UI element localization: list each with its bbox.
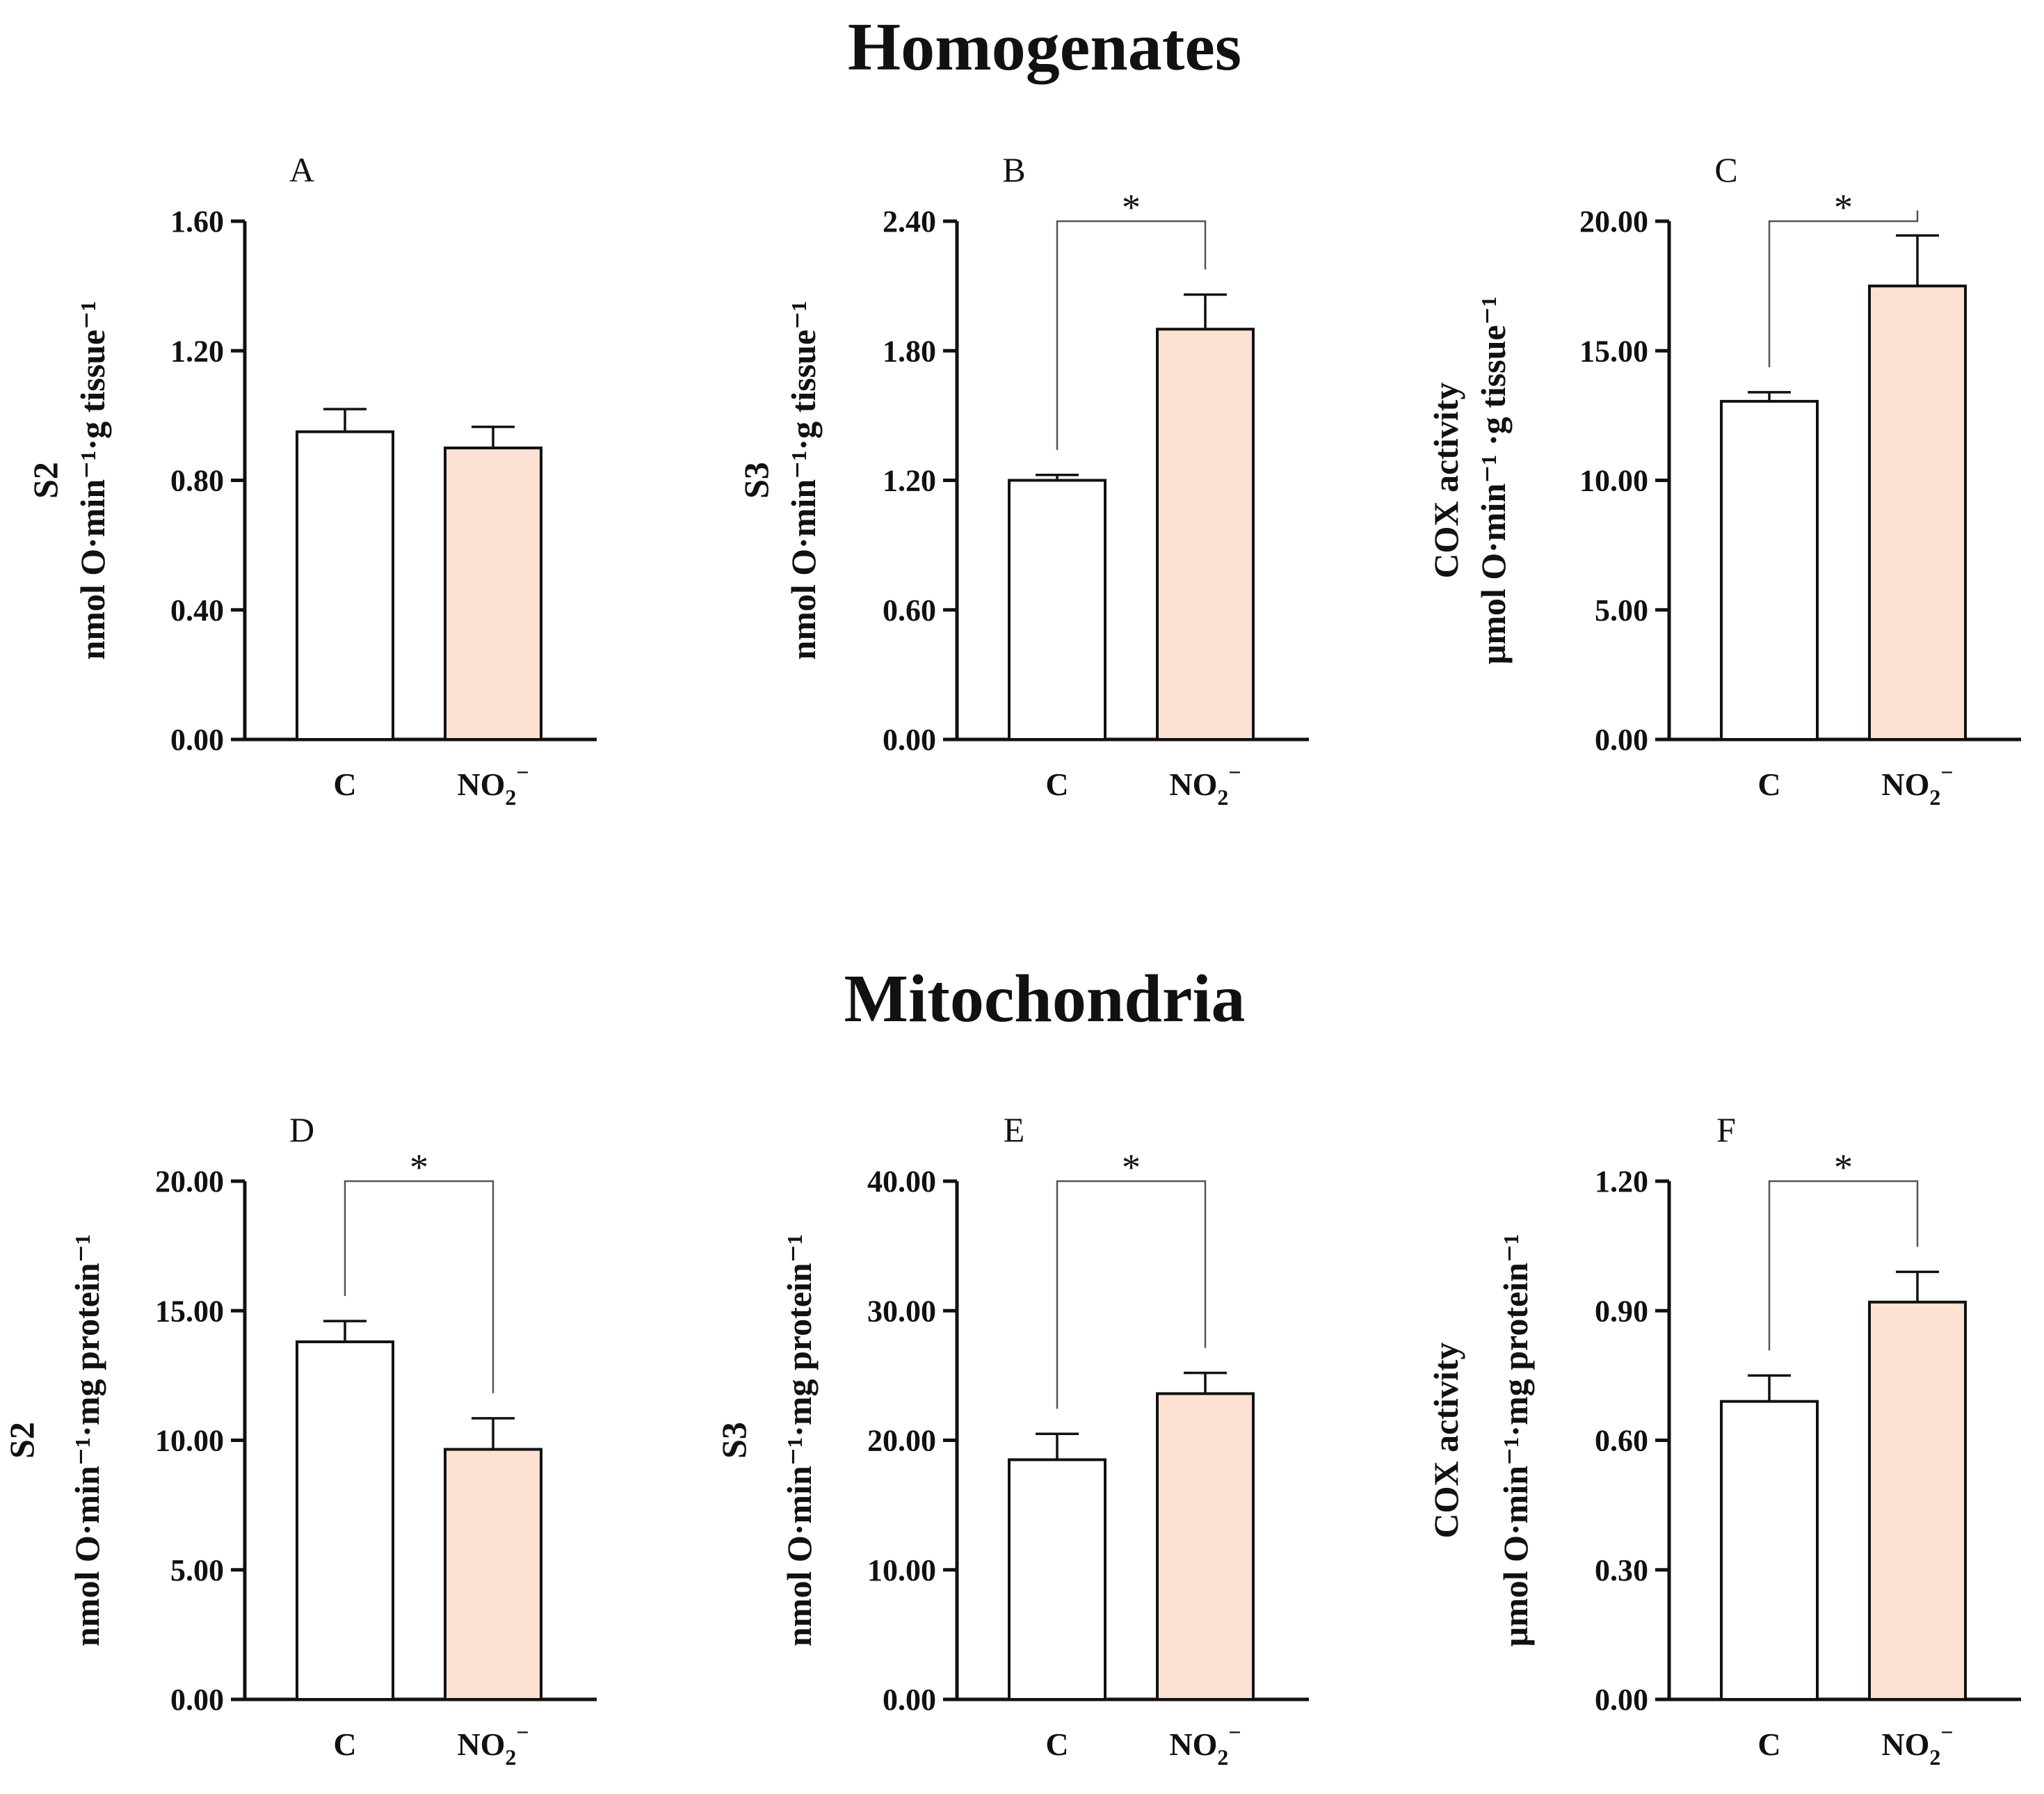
bar-nitrite bbox=[1156, 328, 1255, 742]
section-title-homogenates: Homogenates bbox=[848, 10, 1241, 85]
bar-nitrite bbox=[1868, 285, 1967, 741]
y-tick-label: 15.00 bbox=[155, 1294, 224, 1328]
y-tick-label: 20.00 bbox=[1579, 205, 1648, 239]
y-tick-label: 0.30 bbox=[1595, 1553, 1648, 1587]
y-tick-label: 5.00 bbox=[170, 1553, 224, 1587]
panel-letter: C bbox=[1714, 150, 1737, 189]
category-label-nitrite: NO2− bbox=[1169, 760, 1241, 810]
bar-control bbox=[1720, 1400, 1819, 1701]
y-tick-label: 40.00 bbox=[867, 1164, 936, 1199]
bar-control bbox=[1008, 479, 1107, 741]
significance-star: * bbox=[1834, 186, 1853, 228]
category-label-nitrite: NO2− bbox=[1881, 760, 1953, 810]
y-axis-units: nmol O·min⁻¹·g tissue⁻¹ bbox=[73, 301, 112, 659]
y-tick-label: 10.00 bbox=[1579, 464, 1648, 498]
y-tick-label: 20.00 bbox=[155, 1164, 224, 1199]
category-label-nitrite: NO2− bbox=[1169, 1720, 1241, 1770]
bar-nitrite bbox=[1868, 1300, 1967, 1701]
panel-letter: A bbox=[289, 150, 314, 189]
bar-control bbox=[296, 1340, 394, 1701]
y-tick-label: 0.00 bbox=[1595, 723, 1648, 757]
y-tick-label: 0.60 bbox=[883, 593, 936, 627]
y-tick-label: 1.20 bbox=[170, 334, 224, 368]
bar-control bbox=[1720, 399, 1819, 741]
panel-b: B 0.00 0.60 1.20 1.80 2.40 C NO2− * S3 nmol O·min⁻… bbox=[737, 150, 1309, 810]
y-axis-units: nmol O·min⁻¹·mg protein⁻¹ bbox=[67, 1234, 106, 1647]
panel-a: A 0.00 0.40 0.80 1.20 1.60 C NO2− S2 nmol O·min⁻¹… bbox=[26, 150, 597, 810]
y-tick-label: 20.00 bbox=[867, 1424, 936, 1458]
y-axis-units: nmol O·min⁻¹·mg protein⁻¹ bbox=[780, 1234, 819, 1647]
y-axis-title: S3 bbox=[714, 1422, 753, 1459]
panel-d: D 0.00 5.00 10.00 15.00 20.00 C NO2− * S2 nmol O·m… bbox=[2, 1110, 597, 1770]
panel-letter: E bbox=[1004, 1110, 1025, 1149]
significance-star: * bbox=[410, 1146, 428, 1188]
significance-star: * bbox=[1122, 1146, 1141, 1188]
category-label-nitrite: NO2− bbox=[457, 760, 529, 810]
significance-bracket bbox=[1056, 1180, 1207, 1409]
panel-c: C 0.00 5.00 10.00 15.00 20.00 C NO2− * COX activi… bbox=[1426, 150, 2021, 810]
bar-nitrite bbox=[1156, 1392, 1255, 1701]
panel-e: E 0.00 10.00 20.00 30.00 40.00 C NO2− * S3 nmol O·… bbox=[714, 1110, 1309, 1770]
category-label-nitrite: NO2− bbox=[1881, 1720, 1953, 1770]
y-tick-label: 0.60 bbox=[1595, 1424, 1648, 1458]
y-tick-label: 0.00 bbox=[1595, 1683, 1648, 1717]
bar-control bbox=[1008, 1458, 1107, 1701]
y-tick-label: 10.00 bbox=[155, 1424, 224, 1458]
y-tick-label: 5.00 bbox=[1595, 593, 1648, 627]
bar-control bbox=[296, 430, 394, 741]
y-tick-label: 10.00 bbox=[867, 1553, 936, 1587]
category-label-control: C bbox=[1045, 767, 1068, 802]
significance-bracket bbox=[1768, 1180, 1919, 1351]
y-tick-label: 1.80 bbox=[883, 334, 936, 368]
y-tick-label: 1.20 bbox=[883, 464, 936, 498]
significance-bracket bbox=[1768, 210, 1919, 367]
significance-star: * bbox=[1834, 1146, 1853, 1188]
category-label-control: C bbox=[333, 767, 356, 802]
panel-letter: D bbox=[289, 1110, 314, 1149]
y-tick-label: 0.40 bbox=[170, 593, 224, 627]
section-title-mitochondria: Mitochondria bbox=[844, 961, 1245, 1036]
y-tick-label: 0.80 bbox=[170, 464, 224, 498]
category-label-nitrite: NO2− bbox=[457, 1720, 529, 1770]
y-axis-title: S3 bbox=[737, 462, 775, 499]
y-tick-label: 1.20 bbox=[1595, 1164, 1648, 1199]
y-tick-label: 15.00 bbox=[1579, 334, 1648, 368]
y-tick-label: 0.90 bbox=[1595, 1294, 1648, 1328]
y-axis-units: μmol O·min⁻¹·mg protein⁻¹ bbox=[1496, 1234, 1535, 1647]
y-tick-label: 2.40 bbox=[883, 205, 936, 239]
panel-letter: F bbox=[1716, 1110, 1736, 1149]
y-axis-title: COX activity bbox=[1426, 383, 1465, 579]
panel-letter: B bbox=[1002, 150, 1025, 189]
y-axis-units: nmol O·min⁻¹·g tissue⁻¹ bbox=[784, 301, 823, 659]
y-axis-units: μmol O·min⁻¹ ·g tissue⁻¹ bbox=[1474, 296, 1513, 664]
significance-bracket bbox=[1056, 220, 1207, 450]
y-tick-label: 0.00 bbox=[883, 723, 936, 757]
category-label-control: C bbox=[1757, 767, 1780, 802]
bar-nitrite bbox=[444, 446, 542, 741]
category-label-control: C bbox=[333, 1727, 356, 1762]
category-label-control: C bbox=[1757, 1727, 1780, 1762]
y-tick-label: 1.60 bbox=[170, 205, 224, 239]
y-tick-label: 0.00 bbox=[170, 1683, 224, 1717]
panel-f: F 0.00 0.30 0.60 0.90 1.20 C NO2− * COX activity μ… bbox=[1426, 1110, 2021, 1770]
y-axis-title: COX activity bbox=[1426, 1343, 1465, 1539]
y-axis-title: S2 bbox=[2, 1422, 41, 1459]
y-tick-label: 0.00 bbox=[883, 1683, 936, 1717]
category-label-control: C bbox=[1045, 1727, 1068, 1762]
y-tick-label: 0.00 bbox=[170, 723, 224, 757]
bar-nitrite bbox=[444, 1448, 542, 1701]
y-tick-label: 30.00 bbox=[867, 1294, 936, 1328]
significance-bracket bbox=[344, 1180, 494, 1393]
significance-star: * bbox=[1122, 186, 1141, 228]
y-axis-title: S2 bbox=[26, 462, 65, 499]
